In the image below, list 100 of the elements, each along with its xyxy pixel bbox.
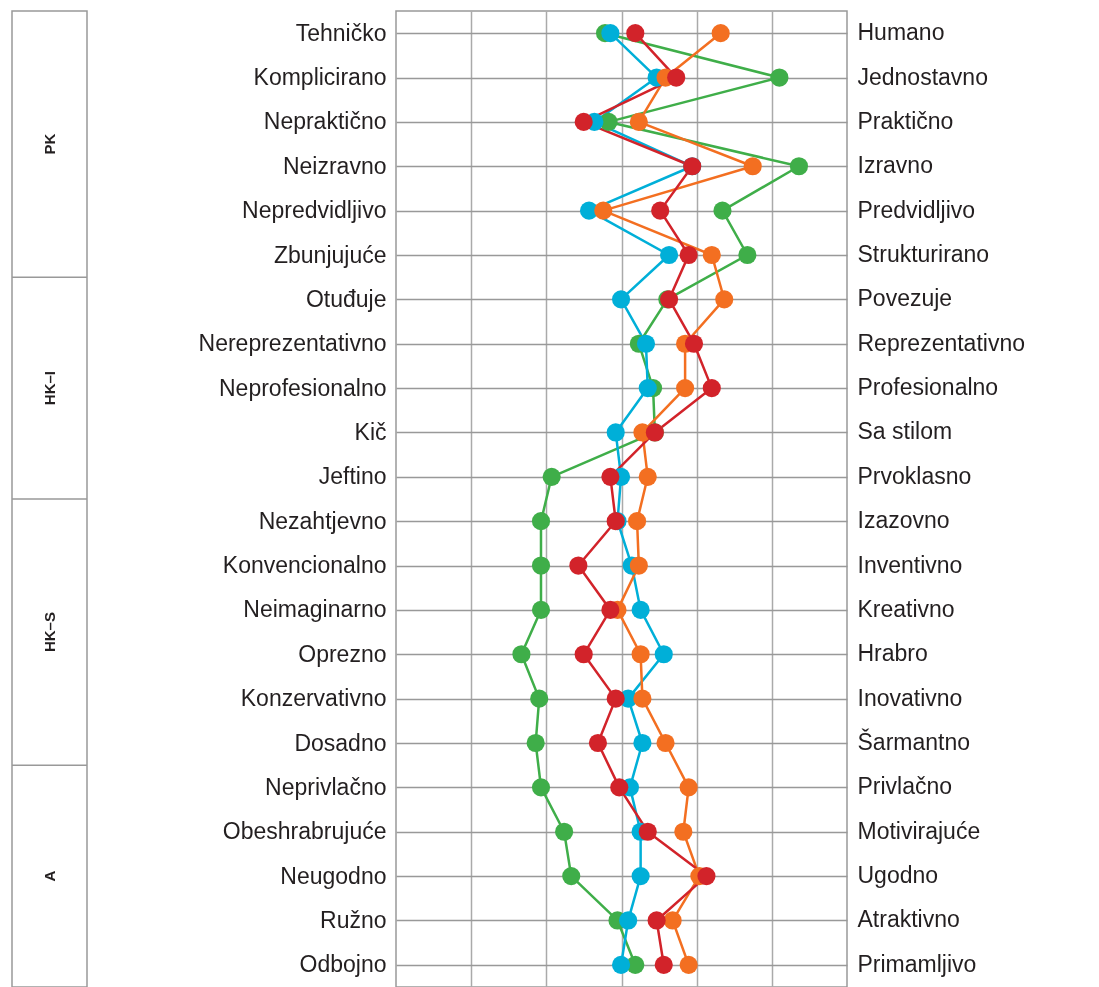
point [631, 645, 650, 664]
y2-tick-label: Izazovno [857, 507, 950, 534]
y-tick-label: Neizravno [282, 152, 387, 179]
y2-tick-label: Reprezentativno [857, 329, 1025, 356]
point [555, 822, 574, 841]
point [611, 290, 631, 309]
y2-tick-label: Povezuje [857, 285, 953, 312]
point [531, 600, 551, 619]
y2-tick-label: Sa stilom [857, 418, 953, 445]
y2-tick-label: Hrabro [857, 640, 928, 667]
point [697, 867, 716, 886]
y-tick-label: Kič [354, 418, 387, 445]
point [667, 68, 686, 87]
point [715, 290, 734, 309]
y-tick-label: Obeshrabrujuće [222, 818, 387, 845]
y2-tick-label: Ugodno [857, 862, 939, 889]
y-tick-label: Nereprezentativno [198, 330, 387, 357]
y-tick-label: Neugodno [280, 862, 387, 889]
y2-tick-label: Šarmantno [857, 728, 971, 755]
point [606, 423, 625, 442]
point [679, 778, 698, 797]
point [542, 467, 561, 486]
y2-tick-label: Primamljivo [857, 950, 977, 977]
y-tick-label: Neimaginarno [243, 596, 387, 623]
point [574, 645, 593, 664]
point [530, 689, 549, 708]
y-tick-label: Tehničko [295, 19, 387, 46]
y-tick-label: Ružno [320, 906, 387, 933]
point [633, 689, 652, 708]
point [512, 645, 531, 664]
point [638, 467, 657, 486]
point [636, 334, 656, 353]
point [601, 600, 620, 619]
point [770, 68, 789, 87]
point [684, 334, 704, 353]
point [574, 112, 593, 131]
y2-tick-label: Motivirajuće [857, 817, 981, 844]
y2-tick-label: Prvoklasno [857, 462, 972, 489]
y-tick-label: Otuđuje [305, 285, 387, 312]
point [638, 379, 657, 398]
point [631, 600, 650, 619]
point [526, 733, 545, 753]
y-tick-label: Komplicirano [253, 64, 387, 91]
y2-tick-label: Inventivno [857, 551, 963, 578]
point [789, 157, 809, 176]
text: HK–S [40, 612, 58, 653]
y-tick-label: Nepraktično [263, 108, 387, 135]
point [531, 556, 551, 575]
point [647, 911, 666, 930]
y2-tick-label: Strukturirano [857, 241, 990, 267]
point [738, 245, 757, 265]
text: A [40, 870, 58, 882]
y2-tick-label: Kreativno [857, 595, 955, 622]
point [610, 778, 629, 797]
y-tick-label: Nezahtjevno [258, 507, 387, 534]
y2-tick-label: Izravno [857, 152, 933, 179]
point [594, 201, 613, 220]
point [601, 467, 620, 486]
y2-tick-label: Privlačno [857, 773, 953, 800]
point [601, 24, 620, 43]
point [702, 379, 721, 398]
point [713, 201, 732, 220]
y2-tick-label: Humano [857, 19, 945, 46]
y-tick-label: Konzervativno [240, 685, 387, 712]
y2-tick-label: Profesionalno [857, 374, 999, 401]
y2-tick-label: Praktično [857, 107, 954, 134]
y2-tick-label: Predvidljivo [857, 196, 976, 223]
point [627, 512, 647, 531]
y-tick-label: Neprivlačno [265, 773, 387, 800]
point [531, 512, 551, 531]
y-tick-label: Konvencionalno [222, 552, 387, 579]
point [631, 867, 650, 886]
text: HK–I [40, 371, 58, 406]
y2-tick-label: Inovativno [857, 684, 963, 711]
point [702, 245, 721, 265]
point [606, 689, 625, 708]
y-tick-label: Nepredvidljivo [242, 197, 387, 224]
point [611, 955, 631, 974]
point [679, 955, 698, 974]
point [638, 822, 657, 841]
y-tick-label: Zbunjujuće [273, 241, 387, 268]
point [629, 112, 648, 131]
y-tick-label: Oprezno [298, 640, 387, 667]
point [619, 911, 638, 930]
point [676, 379, 695, 398]
point [629, 556, 648, 575]
point [562, 867, 581, 886]
point [674, 822, 693, 841]
y-tick-label: Jeftino [318, 463, 387, 490]
y-tick-label: Odbojno [299, 951, 387, 978]
point [588, 733, 608, 753]
point [654, 955, 673, 974]
point [711, 24, 730, 43]
point [660, 245, 679, 265]
y-tick-label: Neprofesionalno [218, 374, 387, 401]
text: PK [40, 133, 58, 155]
point [626, 24, 645, 43]
point [651, 201, 670, 220]
point [679, 245, 698, 265]
point [633, 733, 652, 753]
